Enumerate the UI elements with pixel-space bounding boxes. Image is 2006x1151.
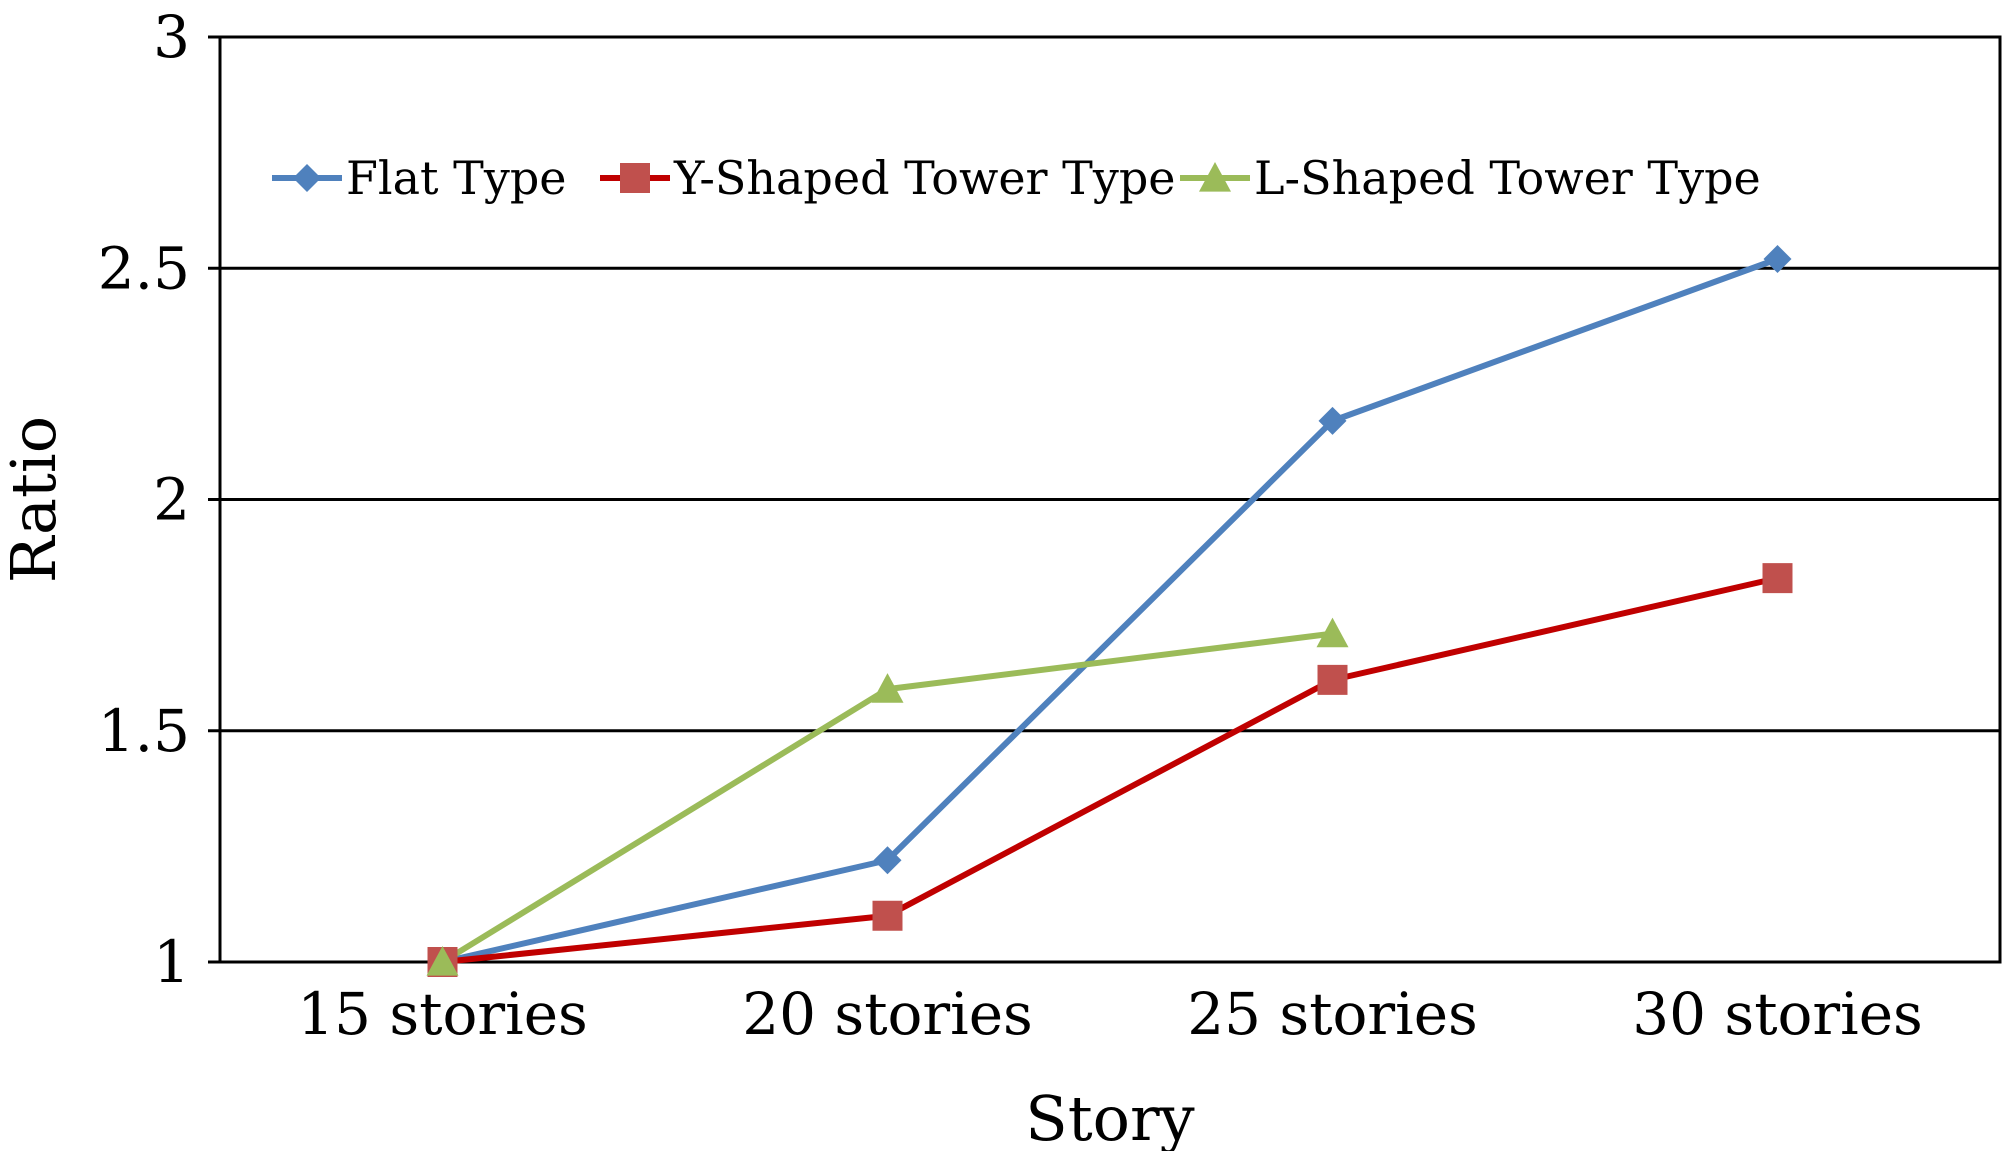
data-point-series-3 [1316,617,1349,648]
data-point-series-1 [1763,245,1792,273]
gridlines [208,35,2000,964]
legend-label: Flat Type [346,151,567,205]
data-point-series-1 [873,846,902,875]
data-point-series-2 [1762,563,1793,594]
y-tick-label: 1 [153,928,190,996]
legend-label: L-Shaped Tower Type [1254,151,1761,205]
x-tick-labels: 15 stories 20 stories 25 stories 30 stories [297,980,1923,1048]
y-tick-label: 2 [153,466,190,534]
series-line-2 [442,575,1779,965]
series-markers [426,245,1793,977]
y-tick-label: 3 [153,3,190,71]
data-point-series-2 [1317,664,1348,695]
x-axis-title: Story [1025,1082,1194,1151]
y-tick-label: 1.5 [98,697,190,765]
data-point-series-3 [871,673,904,703]
legend-marker [620,163,650,193]
data-point-series-2 [872,900,903,931]
x-tick-label: 20 stories [742,980,1033,1048]
data-point-series-1 [1318,406,1347,435]
legend: Flat Type Y-Shaped Tower Type L-Shaped Tow… [272,151,1761,205]
x-tick-label: 25 stories [1187,980,1478,1048]
plot-area-frame [218,35,2002,964]
legend-marker [1199,162,1231,192]
data-point-series-3 [426,946,459,976]
legend-label: Y-Shaped Tower Type [673,151,1176,205]
series-line-1 [441,256,1779,965]
y-axis-title: Ratio [0,416,70,583]
y-tick-label: 2.5 [98,234,190,302]
legend-marker [293,164,321,192]
x-tick-label: 30 stories [1632,980,1923,1048]
x-tick-label: 15 stories [297,980,588,1048]
y-tick-labels: 1 1.5 2 2.5 3 [98,3,190,996]
